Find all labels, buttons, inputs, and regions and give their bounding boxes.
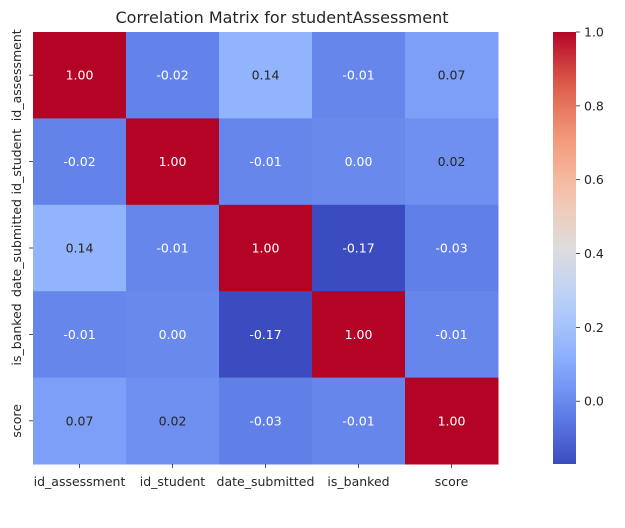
heatmap-cell bbox=[312, 118, 406, 206]
heatmap-cell bbox=[33, 32, 127, 119]
y-tick-label: id_assessment bbox=[9, 29, 24, 121]
heatmap-cells: 1.00 -0.02 0.14 -0.01 0.07 -0.02 1.00 -0.01 0.00… bbox=[33, 32, 499, 465]
colorbar-tick-label: 1.0 bbox=[584, 25, 604, 40]
heatmap-cell bbox=[219, 118, 313, 206]
cell-value-label: 0.07 bbox=[438, 68, 466, 83]
heatmap-cell bbox=[33, 204, 127, 292]
cell-value-label: 1.00 bbox=[345, 327, 373, 342]
y-axis-ticks: id_assessment id_student date_submitted is_… bbox=[9, 29, 33, 438]
heatmap-cell bbox=[126, 32, 220, 119]
cell-value-label: 0.07 bbox=[66, 413, 94, 428]
cell-value-label: -0.03 bbox=[249, 413, 281, 428]
cell-value-label: 0.02 bbox=[159, 413, 187, 428]
heatmap-cell bbox=[219, 377, 313, 465]
heatmap-cell bbox=[219, 32, 313, 119]
cell-value-label: -0.01 bbox=[63, 327, 95, 342]
heatmap-cell bbox=[219, 291, 313, 379]
cell-value-label: -0.01 bbox=[156, 241, 188, 256]
heatmap-cell bbox=[312, 291, 406, 379]
heatmap-cell bbox=[312, 204, 406, 292]
heatmap-cell bbox=[405, 377, 499, 465]
cell-value-label: 1.00 bbox=[438, 413, 466, 428]
heatmap-cell bbox=[126, 291, 220, 379]
cell-value-label: 1.00 bbox=[252, 241, 280, 256]
colorbar-tick-label: 0.0 bbox=[584, 394, 604, 409]
y-tick-label: is_banked bbox=[9, 303, 24, 365]
colorbar-gradient bbox=[553, 32, 576, 464]
cell-value-label: -0.01 bbox=[249, 154, 281, 169]
heatmap-cell bbox=[219, 204, 313, 292]
heatmap-cell bbox=[126, 204, 220, 292]
cell-value-label: -0.17 bbox=[249, 327, 281, 342]
cell-value-label: -0.02 bbox=[63, 154, 95, 169]
heatmap-cell bbox=[405, 291, 499, 379]
x-tick-label: is_banked bbox=[327, 474, 389, 489]
colorbar-tick-label: 0.6 bbox=[584, 172, 604, 187]
heatmap-cell bbox=[33, 118, 127, 206]
cell-value-label: -0.01 bbox=[435, 327, 467, 342]
heatmap-cell bbox=[33, 377, 127, 465]
cell-value-label: 0.00 bbox=[345, 154, 373, 169]
cell-value-label: -0.01 bbox=[342, 68, 374, 83]
cell-value-label: -0.03 bbox=[435, 241, 467, 256]
cell-value-label: 0.14 bbox=[66, 241, 94, 256]
cell-value-label: -0.02 bbox=[156, 68, 188, 83]
cell-value-label: 0.00 bbox=[159, 327, 187, 342]
heatmap-cell bbox=[312, 377, 406, 465]
x-tick-label: id_assessment bbox=[34, 474, 126, 489]
y-tick-label: id_student bbox=[9, 129, 24, 195]
cell-value-label: 1.00 bbox=[66, 68, 94, 83]
y-tick-label: date_submitted bbox=[9, 199, 24, 297]
heatmap-cell bbox=[312, 32, 406, 119]
x-tick-label: id_student bbox=[140, 474, 206, 489]
x-tick-label: score bbox=[435, 474, 469, 489]
cell-value-label: 0.02 bbox=[438, 154, 466, 169]
x-axis-ticks: id_assessment id_student date_submitted is_… bbox=[34, 464, 469, 489]
colorbar-tick-label: 0.8 bbox=[584, 98, 604, 113]
heatmap-cell bbox=[126, 377, 220, 465]
heatmap-cell bbox=[405, 204, 499, 292]
colorbar-tick-label: 0.4 bbox=[584, 246, 604, 261]
heatmap-cell bbox=[405, 118, 499, 206]
cell-value-label: -0.17 bbox=[342, 241, 374, 256]
cell-value-label: -0.01 bbox=[342, 413, 374, 428]
heatmap-cell bbox=[33, 291, 127, 379]
cell-value-label: 0.14 bbox=[252, 68, 280, 83]
y-tick-label: score bbox=[9, 404, 24, 438]
colorbar-tick-label: 0.2 bbox=[584, 320, 604, 335]
cell-value-label: 1.00 bbox=[159, 154, 187, 169]
colorbar: 1.0 0.8 0.6 0.4 0.2 0.0 bbox=[553, 25, 604, 464]
heatmap-cell bbox=[405, 32, 499, 119]
heatmap-cell bbox=[126, 118, 220, 206]
x-tick-label: date_submitted bbox=[217, 474, 315, 489]
chart-title: Correlation Matrix for studentAssessment bbox=[116, 8, 449, 27]
